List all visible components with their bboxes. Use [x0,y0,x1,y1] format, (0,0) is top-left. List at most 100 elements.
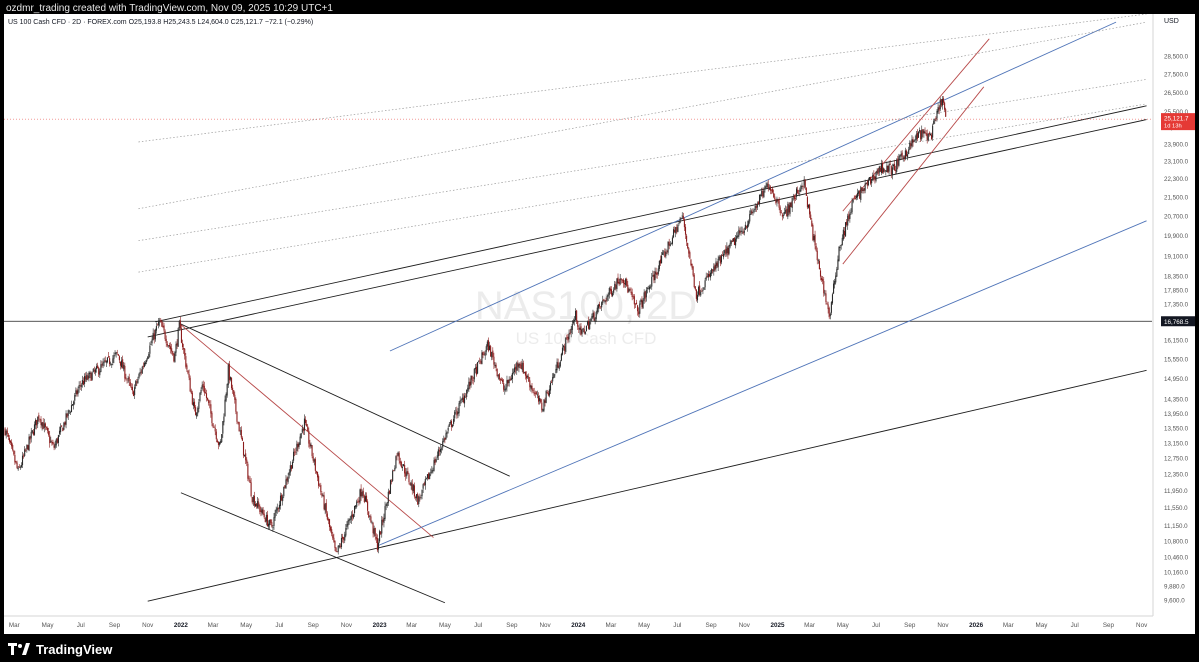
candle-body-134 [150,343,152,345]
candle-body-51 [60,426,62,433]
candle-body-449 [493,356,495,365]
time-tick-2025-01-01: 2025 [770,622,785,629]
candle-body-168 [187,370,189,374]
candle-body-668 [731,240,733,242]
chart-panel[interactable]: NAS100, 2D US 100 Cash CFD US 100 Cash CFD… [4,14,1195,634]
candle-body-675 [739,230,741,233]
candle-body-303 [334,540,336,548]
candle-body-699 [765,186,767,188]
candle-body-172 [191,392,193,405]
candle-body-852 [932,125,934,138]
candle-body-389 [428,473,430,480]
candle-body-556 [609,288,611,291]
candle-body-499 [547,392,549,396]
candle-body-528 [579,327,581,331]
candle-body-739 [809,204,811,215]
candle-body-120 [135,381,137,387]
candle-body-153 [171,348,173,352]
candle-body-814 [890,165,892,175]
candle-body-860 [940,99,942,106]
candle-body-850 [929,133,932,136]
candle-body-808 [884,169,886,171]
price-tick-22300: 22,300.0 [1164,176,1189,183]
candle-body-429 [471,375,473,380]
candle-body-283 [312,456,314,461]
candle-body-185 [205,393,208,399]
candle-body-794 [868,177,871,180]
candle-body-432 [474,367,476,370]
candle-body-765 [837,259,839,270]
candle-body-471 [517,363,519,367]
candle-body-439 [482,352,484,355]
candle-body-435 [478,360,480,362]
candle-body-109 [123,364,125,370]
candle-body-444 [487,340,490,351]
candle-body-234 [259,505,261,512]
candle-body-658 [720,255,722,263]
candle-body-413 [454,411,456,419]
candle-body-281 [310,444,312,447]
tradingview-brand[interactable]: TradingView [8,640,112,658]
candle-body-550 [603,299,605,301]
candle-body-579 [634,303,636,305]
candle-body-482 [529,380,531,388]
candle-body-85 [97,365,99,369]
candle-body-612 [670,242,672,244]
time-tick-2023-01-01: 2023 [373,622,388,629]
candle-body-795 [870,176,872,184]
candle-body-273 [301,428,303,433]
candle-body-350 [385,504,387,506]
candle-body-768 [840,245,842,246]
candle-body-180 [200,389,202,394]
candle-body-672 [736,235,738,240]
candle-body-665 [728,245,730,254]
candle-body-635 [695,289,697,299]
candle-body-193 [214,427,216,432]
candle-body-833 [911,139,913,147]
candle-body-161 [179,320,181,329]
candle-body-609 [667,241,669,253]
candle-body-131 [147,357,149,360]
candle-body-373 [410,482,412,486]
candle-body-325 [358,500,360,503]
candle-body-269 [297,443,299,448]
candle-body-99 [112,358,114,363]
candle-body-859 [939,99,941,110]
trendline-top-falling-black [179,322,510,477]
time-tick-2024-05-01: May [638,622,651,629]
candle-body-529 [580,326,582,335]
price-tick-27500: 27,500.0 [1164,71,1189,78]
candle-body-771 [843,231,846,236]
trendline-lower-black [147,369,1147,602]
candle-body-796 [871,179,873,184]
candle-body-338 [372,523,374,534]
candle-body-784 [858,191,860,194]
candle-body-320 [352,514,355,518]
candle-body-537 [589,322,591,330]
candle-body-29 [36,419,38,426]
candle-body-564 [618,281,620,284]
candle-body-155 [173,353,175,362]
candle-body-54 [63,422,65,430]
candle-body-750 [821,277,823,281]
candle-body-644 [705,276,707,280]
candle-body-463 [508,379,510,384]
candle-body-133 [149,345,151,354]
candle-body-714 [781,214,783,217]
candle-body-686 [751,211,753,214]
trendline-bottom-falling-black [180,492,446,604]
candle-body-834 [912,139,914,143]
candle-body-229 [253,495,255,506]
candle-body-424 [466,389,468,397]
candle-body-629 [689,252,691,259]
candle-body-544 [596,307,598,313]
time-tick-2023-09-01: Sep [506,622,518,629]
candle-body-476 [522,362,524,374]
candle-body-470 [516,362,518,371]
candle-body-141 [158,320,160,326]
candle-body-277 [306,423,308,427]
candle-body-65 [75,390,77,395]
candle-body-158 [176,343,178,346]
candle-body-489 [536,394,538,396]
